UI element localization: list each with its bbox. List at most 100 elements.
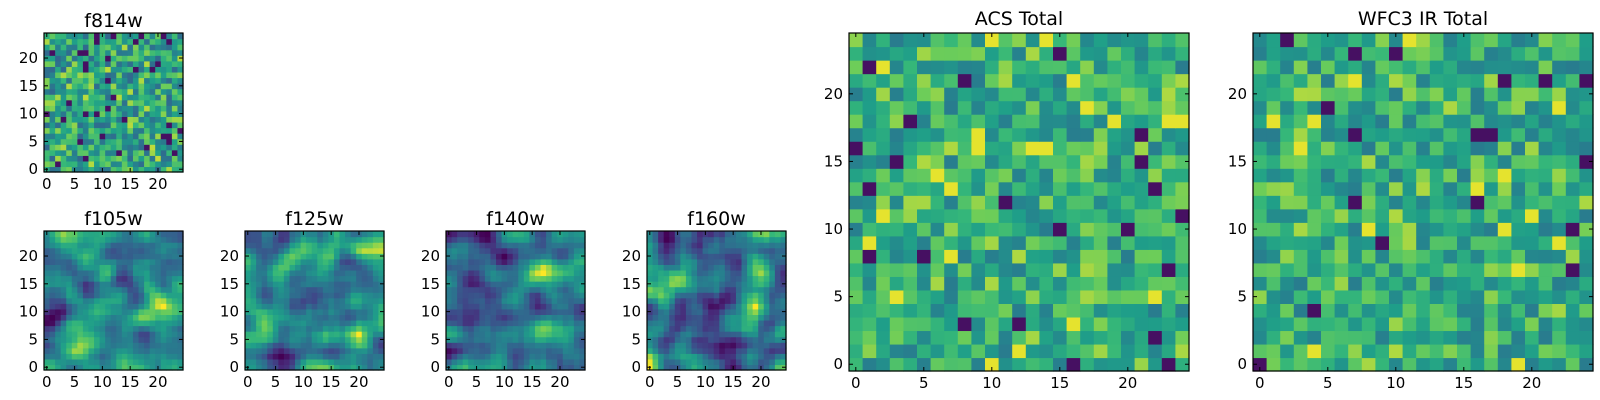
heatmap-cell — [144, 231, 151, 238]
heatmap-cell — [1161, 343, 1176, 359]
heatmap-cell — [350, 353, 357, 360]
heatmap-cell — [473, 347, 480, 354]
heatmap-cell — [1175, 343, 1190, 359]
heatmap-cell — [138, 264, 145, 271]
heatmap-cell — [1470, 276, 1485, 291]
heatmap-cell — [49, 99, 56, 106]
heatmap-cell — [862, 235, 877, 250]
heatmap-cell — [144, 116, 151, 123]
heatmap-cell — [177, 99, 184, 106]
heatmap-cell — [774, 353, 782, 360]
heatmap-cell — [1457, 33, 1472, 48]
heatmap-cell — [971, 100, 986, 115]
heatmap-cell — [663, 253, 670, 260]
heatmap-cell — [1470, 168, 1485, 183]
heatmap-cell — [311, 347, 318, 354]
heatmap-cell — [333, 286, 341, 293]
heatmap-cell — [1579, 357, 1594, 372]
heatmap-cell — [55, 292, 62, 299]
heatmap-cell — [1093, 289, 1108, 304]
heatmap-cell — [55, 258, 62, 265]
heatmap-cell — [1565, 276, 1580, 291]
heatmap-cell — [278, 264, 285, 271]
heatmap-cell — [94, 160, 101, 168]
heatmap-cell — [669, 292, 676, 299]
heatmap-cell — [496, 242, 503, 249]
heatmap-cell — [1565, 208, 1580, 223]
heatmap-cell — [116, 99, 123, 106]
heatmap-cell — [166, 71, 173, 79]
heatmap-cell — [557, 242, 564, 249]
heatmap-cell — [1429, 60, 1444, 75]
heatmap-cell — [702, 286, 709, 293]
plot-frame — [43, 230, 184, 371]
heatmap-cell — [171, 347, 179, 354]
heatmap-cell — [1080, 249, 1095, 264]
heatmap-cell — [1511, 235, 1526, 250]
heatmap-cell — [490, 269, 497, 277]
heatmap-cell — [144, 49, 151, 56]
heatmap-cell — [1175, 46, 1190, 61]
heatmap-cell — [71, 55, 78, 62]
heatmap-cell — [457, 358, 464, 366]
heatmap-cell — [568, 331, 575, 338]
heatmap-cell — [49, 308, 56, 315]
heatmap-cell — [557, 269, 564, 277]
heatmap-cell — [1389, 276, 1404, 291]
heatmap-cell — [546, 331, 553, 338]
heatmap-cell — [105, 133, 112, 140]
heatmap-cell — [763, 342, 770, 349]
heatmap-cell — [479, 269, 486, 277]
heatmap-cell — [501, 353, 508, 360]
heatmap-cell — [518, 303, 525, 310]
heatmap-cell — [300, 247, 307, 254]
x-tick-label: 15 — [724, 373, 743, 391]
heatmap-cell — [88, 94, 95, 101]
heatmap-cell — [317, 342, 324, 349]
heatmap-cell — [267, 336, 274, 343]
heatmap-cell — [903, 100, 918, 115]
heatmap-cell — [1012, 33, 1027, 48]
heatmap-cell — [557, 281, 564, 288]
panel-title: f140w — [486, 208, 545, 230]
heatmap-cell — [49, 155, 56, 162]
heatmap-cell — [160, 149, 167, 156]
heatmap-cell — [132, 138, 140, 145]
heatmap-cell — [149, 303, 156, 310]
heatmap-cell — [1334, 249, 1349, 264]
heatmap-cell — [289, 236, 296, 243]
heatmap-cell — [105, 269, 112, 277]
heatmap-cell — [250, 247, 257, 254]
heatmap-cell — [758, 325, 765, 332]
heatmap-cell — [116, 144, 123, 151]
heatmap-cell — [105, 105, 112, 112]
heatmap-cell — [94, 138, 101, 145]
heatmap-cell — [1148, 276, 1163, 291]
heatmap-cell — [155, 99, 162, 106]
x-tick-label: 5 — [1323, 374, 1333, 392]
heatmap-cell — [317, 353, 324, 360]
heatmap-cell — [138, 325, 145, 332]
heatmap-cell — [171, 116, 179, 123]
heatmap-cell — [674, 314, 681, 321]
heatmap-cell — [283, 264, 291, 271]
heatmap-cell — [177, 144, 184, 151]
heatmap-cell — [77, 258, 84, 265]
heatmap-cell — [473, 242, 480, 249]
heatmap-cell — [573, 342, 581, 349]
heatmap-cell — [1121, 195, 1136, 210]
heatmap-cell — [735, 281, 743, 288]
heatmap-cell — [985, 195, 1000, 210]
heatmap-cell — [1497, 114, 1512, 129]
heatmap-cell — [780, 325, 787, 332]
heatmap-cell — [479, 364, 486, 371]
heatmap-cell — [713, 358, 720, 366]
heatmap-cell — [529, 247, 536, 254]
heatmap-cell — [138, 138, 145, 145]
heatmap-cell — [669, 242, 676, 249]
heatmap-cell — [501, 292, 508, 299]
heatmap-cell — [1161, 60, 1176, 75]
heatmap-cell — [702, 342, 709, 349]
heatmap-cell — [82, 242, 90, 249]
heatmap-cell — [540, 358, 547, 366]
